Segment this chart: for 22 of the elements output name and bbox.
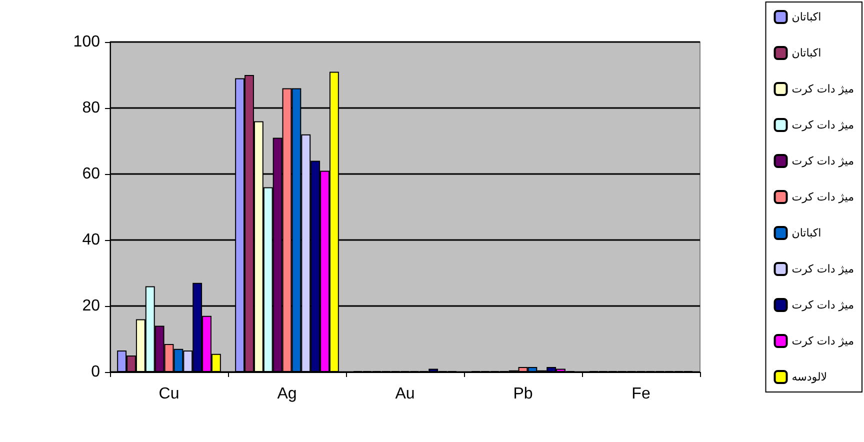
- y-tick-label: 40: [82, 232, 100, 248]
- legend-label: اکباتان: [792, 10, 822, 24]
- legend-label: لالودسه: [792, 370, 828, 384]
- y-tick-label: 0: [91, 364, 100, 380]
- y-tick-label: 100: [73, 34, 100, 50]
- y-tick-label: 20: [82, 298, 100, 314]
- legend-label: میژ دات کرت: [792, 154, 854, 168]
- x-tick-label: Au: [395, 386, 415, 402]
- x-tick-label: Ag: [277, 386, 297, 402]
- legend-label: میژ دات کرت: [792, 82, 854, 96]
- legend-label: میژ دات کرت: [792, 190, 854, 204]
- legend-label: میژ دات کرت: [792, 334, 854, 348]
- legend-label: میژ دات کرت: [792, 262, 854, 276]
- legend-label: اکباتان: [792, 46, 822, 60]
- y-tick-label: 80: [82, 100, 100, 116]
- x-tick-label: Fe: [632, 386, 650, 402]
- x-tick-label: Cu: [158, 386, 180, 402]
- legend-label: میژ دات کرت: [792, 118, 854, 132]
- legend-label: اکباتان: [792, 226, 822, 240]
- legend-label: میژ دات کرت: [792, 298, 854, 312]
- y-tick-label: 60: [82, 166, 100, 182]
- x-tick-label: Pb: [513, 386, 533, 402]
